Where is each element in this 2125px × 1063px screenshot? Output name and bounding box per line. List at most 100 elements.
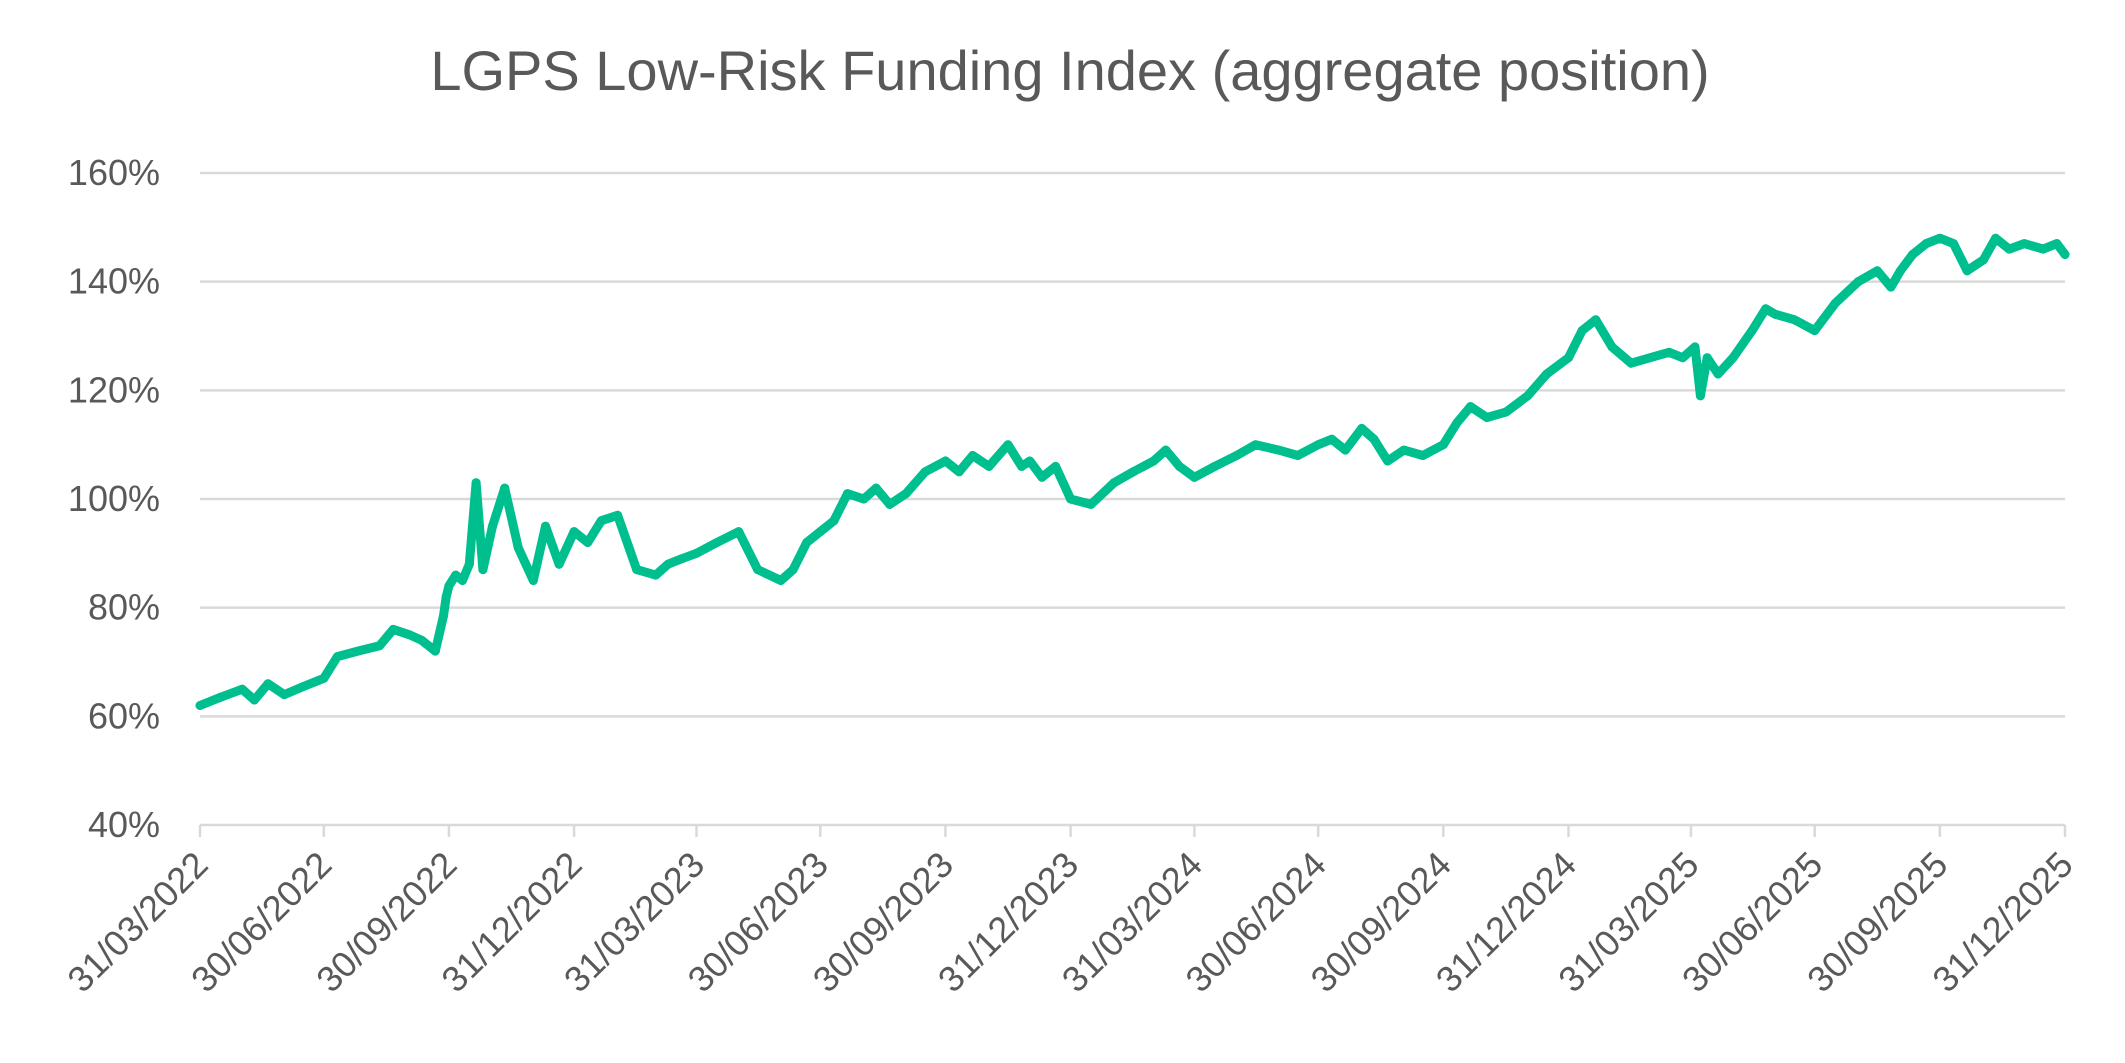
data-point: [1664, 347, 1674, 357]
data-point: [829, 516, 839, 526]
data-point: [1293, 451, 1303, 460]
data-point: [1037, 472, 1047, 482]
data-point: [451, 570, 461, 580]
data-point: [1690, 342, 1700, 352]
data-point: [1051, 461, 1061, 471]
data-point: [430, 646, 440, 656]
data-point: [319, 673, 329, 683]
data-point: [513, 543, 523, 553]
data-point: [753, 565, 763, 575]
data-point: [388, 624, 398, 634]
data-point: [871, 483, 881, 493]
data-point: [1886, 282, 1896, 292]
data-point: [1626, 358, 1636, 368]
data-point: [1872, 266, 1882, 276]
data-point: [1161, 445, 1171, 455]
data-point: [441, 592, 451, 602]
data-point: [444, 581, 454, 591]
data-point: [1678, 353, 1688, 363]
data-point: [2060, 250, 2070, 259]
data-point: [712, 538, 722, 547]
data-point: [1962, 266, 1972, 276]
data-point: [2052, 239, 2062, 249]
data-point: [417, 635, 427, 645]
data-point: [541, 521, 550, 531]
data-point: [1128, 467, 1138, 477]
gridlines: [200, 171, 2065, 718]
data-point: [263, 679, 273, 689]
data-point: [1713, 369, 1723, 379]
data-point: [776, 576, 786, 585]
data-point: [353, 646, 363, 656]
y-tick-label: 80%: [88, 587, 160, 628]
data-point: [1466, 402, 1475, 412]
y-tick-label: 140%: [68, 261, 160, 302]
data-point: [478, 565, 488, 575]
data-point: [554, 559, 564, 569]
y-tick-label: 60%: [88, 695, 160, 736]
data-point: [734, 527, 744, 537]
data-point: [1728, 353, 1738, 363]
data-point: [1577, 326, 1587, 336]
data-point: [375, 641, 385, 651]
data-point: [569, 527, 579, 537]
data-point: [1438, 440, 1448, 450]
data-point: [1645, 353, 1655, 363]
data-point: [1003, 440, 1013, 450]
data-point: [1313, 440, 1323, 450]
data-point: [1174, 461, 1184, 471]
data-point: [651, 570, 661, 580]
data-point: [1523, 391, 1533, 401]
y-tick-label: 160%: [68, 152, 160, 193]
data-point: [583, 538, 593, 547]
data-point: [663, 559, 673, 569]
data-point: [500, 483, 510, 493]
data-point: [1810, 326, 1820, 336]
data-point: [405, 630, 414, 640]
data-point: [1761, 304, 1771, 314]
data-point: [1830, 298, 1840, 308]
data-point: [1991, 233, 2001, 243]
data-point: [1369, 434, 1379, 444]
data-point: [528, 576, 538, 585]
data-point: [1695, 391, 1705, 401]
data-point: [1399, 445, 1409, 455]
data-point: [458, 576, 467, 585]
data-point: [968, 451, 978, 460]
data-point: [920, 467, 930, 477]
data-point: [613, 510, 623, 520]
data-point: [1747, 326, 1757, 336]
data-point: [215, 692, 225, 702]
data-point: [1025, 456, 1035, 466]
data-point: [692, 548, 701, 558]
data-point: [1607, 342, 1617, 352]
data-point: [2038, 244, 2048, 254]
data-point: [1251, 440, 1261, 450]
data-point: [802, 538, 812, 547]
data-point: [1935, 233, 1945, 243]
data-point: [1340, 445, 1350, 455]
data-point: [332, 652, 342, 662]
series-line-0: [195, 233, 2070, 710]
data-point: [464, 559, 474, 569]
data-point: [788, 565, 798, 575]
chart-title: LGPS Low-Risk Funding Index (aggregate p…: [430, 39, 1709, 102]
data-point: [1109, 478, 1119, 488]
data-point: [596, 516, 606, 526]
y-tick-label: 40%: [88, 804, 160, 845]
data-point: [677, 554, 687, 564]
data-point: [1591, 315, 1601, 325]
data-point: [1564, 353, 1573, 363]
data-point: [1149, 456, 1159, 466]
data-point: [815, 527, 825, 537]
data-point: [279, 690, 289, 700]
data-point: [1853, 277, 1863, 287]
data-point: [1327, 434, 1337, 444]
data-point: [1789, 315, 1799, 325]
data-point: [1452, 418, 1462, 428]
data-point: [632, 565, 642, 575]
data-point: [941, 456, 950, 466]
data-point: [237, 684, 247, 694]
